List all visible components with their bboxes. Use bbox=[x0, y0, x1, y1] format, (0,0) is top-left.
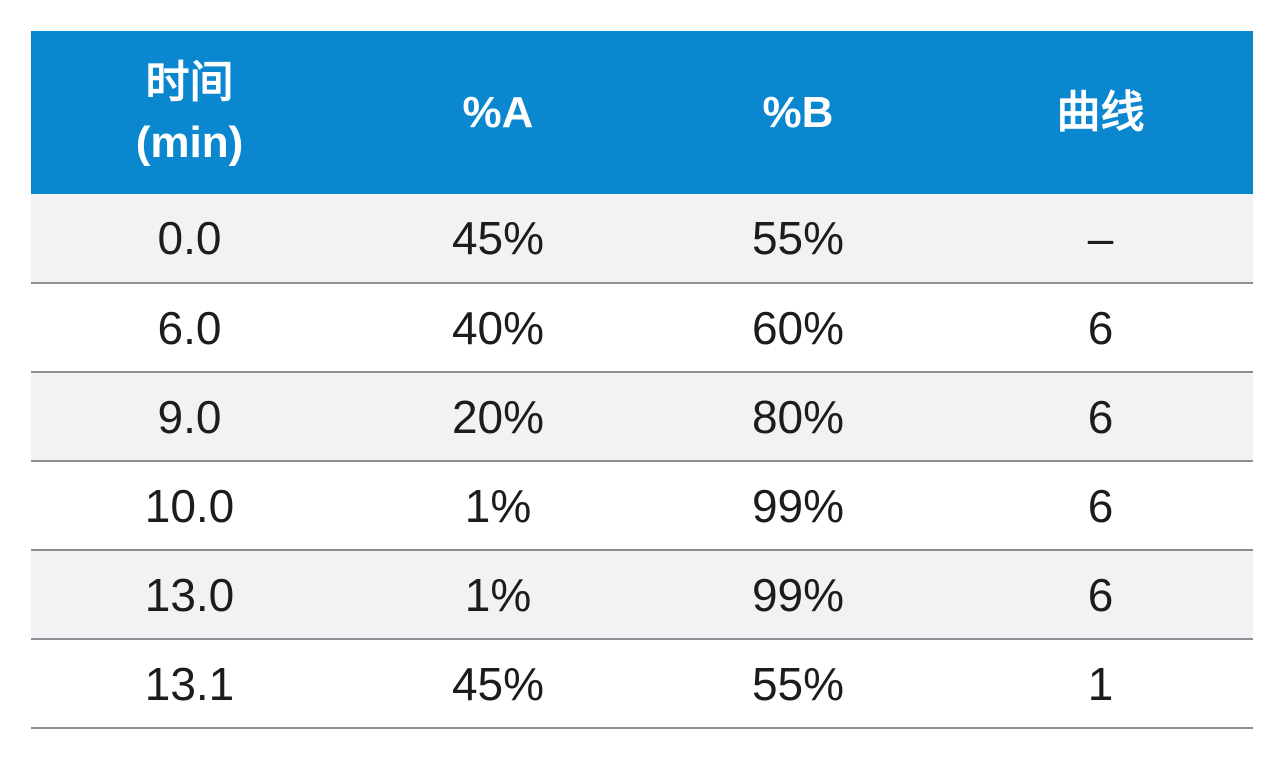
cell-curve: 6 bbox=[1087, 301, 1114, 354]
cell-time: 10.0 bbox=[144, 479, 235, 532]
header-row: 时间 (min) %A %B 曲线 bbox=[31, 31, 1253, 194]
table-body: 0.0 45% 55% – 6.0 40% 60% 6 9.0 20% 80% … bbox=[31, 194, 1253, 728]
table-row: 0.0 45% 55% – bbox=[31, 194, 1253, 283]
header-time-unit: (min) bbox=[135, 117, 244, 167]
cell-percent-b: 55% bbox=[751, 657, 845, 710]
cell-percent-b: 99% bbox=[751, 568, 845, 621]
header-curve: 曲线 bbox=[1056, 87, 1145, 137]
cell-time: 6.0 bbox=[157, 301, 222, 354]
table-row: 13.1 45% 55% 1 bbox=[31, 639, 1253, 728]
header-percent-a: %A bbox=[462, 87, 534, 137]
cell-percent-a: 45% bbox=[451, 657, 545, 710]
cell-percent-b: 99% bbox=[751, 479, 845, 532]
gradient-table-grid: 时间 (min) %A %B 曲线 0.0 45% 55% – 6.0 40% … bbox=[31, 31, 1253, 729]
table-header: 时间 (min) %A %B 曲线 bbox=[31, 31, 1253, 194]
header-percent-b: %B bbox=[762, 87, 834, 137]
cell-curve: 6 bbox=[1087, 390, 1114, 443]
cell-time: 13.1 bbox=[144, 657, 235, 710]
cell-percent-a: 45% bbox=[451, 212, 545, 264]
cell-percent-a: 20% bbox=[451, 390, 545, 443]
gradient-table: 时间 (min) %A %B 曲线 0.0 45% 55% – 6.0 40% … bbox=[31, 31, 1253, 729]
cell-curve: 6 bbox=[1087, 479, 1114, 532]
cell-percent-a: 1% bbox=[464, 568, 532, 621]
table-row: 9.0 20% 80% 6 bbox=[31, 372, 1253, 461]
cell-time: 9.0 bbox=[157, 390, 222, 443]
cell-time: 0.0 bbox=[157, 212, 222, 264]
cell-curve: – bbox=[1087, 212, 1114, 264]
table-row: 13.0 1% 99% 6 bbox=[31, 550, 1253, 639]
table-row: 6.0 40% 60% 6 bbox=[31, 283, 1253, 372]
cell-time: 13.0 bbox=[144, 568, 235, 621]
header-time-label: 时间 bbox=[145, 57, 234, 107]
cell-percent-b: 60% bbox=[751, 301, 845, 354]
header-time: 时间 (min) bbox=[31, 31, 348, 194]
cell-percent-a: 40% bbox=[451, 301, 545, 354]
cell-percent-a: 1% bbox=[464, 479, 532, 532]
table-row: 10.0 1% 99% 6 bbox=[31, 461, 1253, 550]
cell-percent-b: 55% bbox=[751, 212, 845, 264]
cell-curve: 6 bbox=[1087, 568, 1114, 621]
cell-percent-b: 80% bbox=[751, 390, 845, 443]
cell-curve: 1 bbox=[1087, 657, 1114, 710]
